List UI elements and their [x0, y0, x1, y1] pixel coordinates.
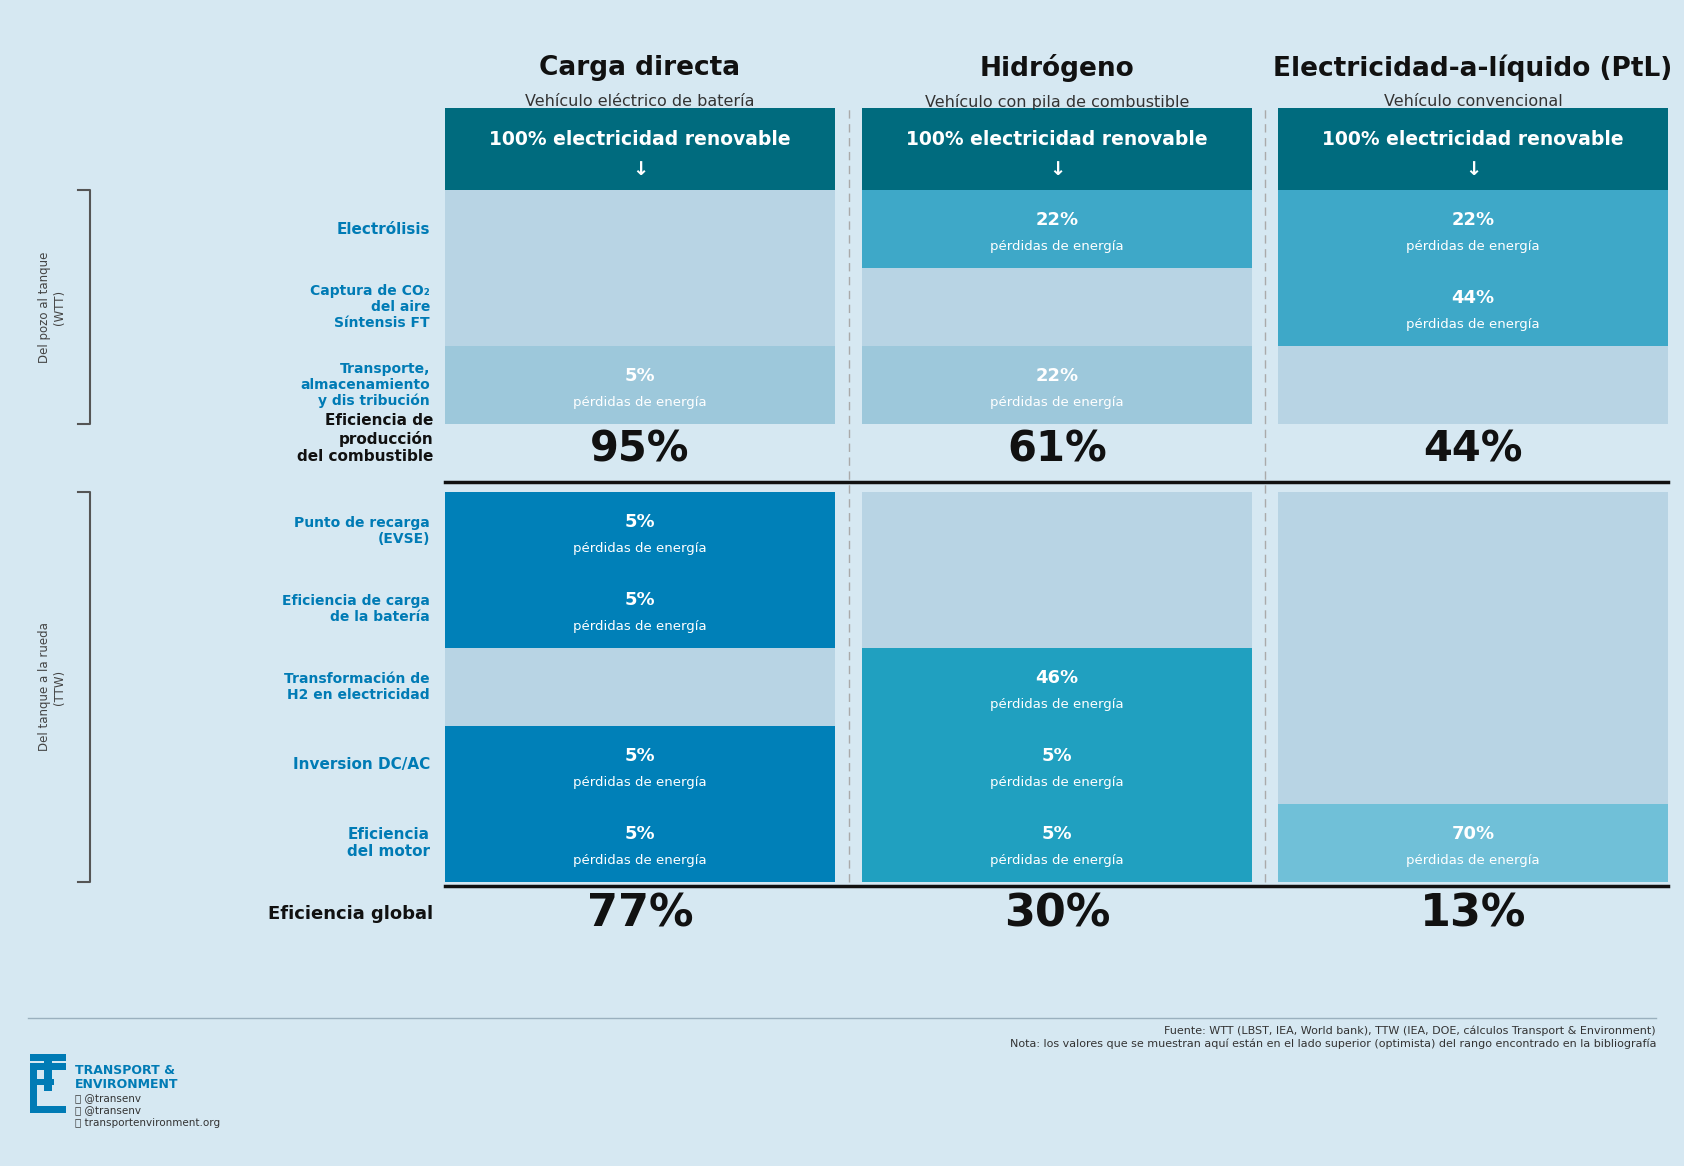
Text: pérdidas de energía: pérdidas de energía — [1406, 854, 1539, 866]
Text: 22%: 22% — [1036, 366, 1078, 385]
Bar — [862, 805, 1251, 881]
Bar — [30, 1063, 66, 1070]
Text: Captura de CO₂
del aire
Síntensis FT: Captura de CO₂ del aire Síntensis FT — [310, 283, 429, 330]
Bar — [862, 346, 1251, 424]
Bar — [30, 1063, 37, 1114]
Text: 5%: 5% — [625, 366, 655, 385]
Bar — [445, 805, 835, 881]
Text: Eficiencia de carga
de la batería: Eficiencia de carga de la batería — [283, 593, 429, 624]
Text: 77%: 77% — [586, 892, 694, 935]
Text: pérdidas de energía: pérdidas de energía — [990, 775, 1123, 788]
Text: pérdidas de energía: pérdidas de energía — [573, 854, 707, 866]
Text: Punto de recarga
(EVSE): Punto de recarga (EVSE) — [295, 515, 429, 546]
Text: TRANSPORT &: TRANSPORT & — [76, 1065, 175, 1077]
Text: 70%: 70% — [1452, 824, 1495, 843]
Text: pérdidas de energía: pérdidas de energía — [573, 775, 707, 788]
Text: ↓: ↓ — [1049, 160, 1066, 180]
Text: pérdidas de energía: pérdidas de energía — [1406, 317, 1539, 331]
Bar — [445, 492, 835, 570]
Text: 100% electricidad renovable: 100% electricidad renovable — [488, 129, 791, 148]
Text: Eficiencia de
producción
del combustible: Eficiencia de producción del combustible — [296, 413, 433, 464]
Bar — [445, 346, 835, 424]
Text: 5%: 5% — [1042, 746, 1073, 765]
Text: 5%: 5% — [625, 824, 655, 843]
Bar — [862, 492, 1251, 881]
Bar — [30, 1054, 66, 1061]
Text: 61%: 61% — [1007, 428, 1106, 470]
Bar — [862, 108, 1251, 190]
Bar — [1278, 190, 1667, 424]
Bar — [862, 190, 1251, 268]
Text: Electrólisis: Electrólisis — [337, 222, 429, 237]
Text: Del tanque a la rueda
(TTW): Del tanque a la rueda (TTW) — [39, 623, 66, 751]
Text: pérdidas de energía: pérdidas de energía — [990, 697, 1123, 710]
Text: Vehículo eléctrico de batería: Vehículo eléctrico de batería — [525, 94, 754, 110]
Bar — [445, 726, 835, 805]
Bar — [44, 1061, 52, 1091]
Text: ⓣ transportenvironment.org: ⓣ transportenvironment.org — [76, 1118, 221, 1128]
Bar — [445, 570, 835, 648]
Bar — [1278, 108, 1667, 190]
Bar — [862, 648, 1251, 726]
Text: Hidrógeno: Hidrógeno — [980, 54, 1135, 82]
Bar — [1278, 805, 1667, 881]
Bar — [445, 190, 835, 424]
Text: 13%: 13% — [1420, 892, 1526, 935]
Text: Eficiencia global: Eficiencia global — [268, 905, 433, 923]
Text: pérdidas de energía: pérdidas de energía — [990, 854, 1123, 866]
Text: 5%: 5% — [625, 591, 655, 609]
Bar — [1278, 268, 1667, 346]
Bar — [445, 108, 835, 190]
Text: 44%: 44% — [1452, 289, 1495, 307]
Bar — [1278, 492, 1667, 881]
Text: 100% electricidad renovable: 100% electricidad renovable — [906, 129, 1207, 148]
Text: 44%: 44% — [1423, 428, 1522, 470]
Text: 🐦 @transenv: 🐦 @transenv — [76, 1094, 141, 1104]
Text: Carga directa: Carga directa — [539, 55, 741, 80]
Text: 100% electricidad renovable: 100% electricidad renovable — [1322, 129, 1623, 148]
Text: pérdidas de energía: pérdidas de energía — [1406, 240, 1539, 253]
Bar — [862, 190, 1251, 424]
Text: pérdidas de energía: pérdidas de energía — [573, 619, 707, 633]
Text: Fuente: WTT (LBST, IEA, World bank), TTW (IEA, DOE, cálculos Transport & Environ: Fuente: WTT (LBST, IEA, World bank), TTW… — [1009, 1026, 1655, 1048]
Text: Vehículo con pila de combustible: Vehículo con pila de combustible — [925, 94, 1189, 110]
Bar — [1278, 190, 1667, 268]
Text: Transporte,
almacenamiento
y dis tribución: Transporte, almacenamiento y dis tribuci… — [300, 361, 429, 408]
Text: 5%: 5% — [625, 746, 655, 765]
Text: 95%: 95% — [591, 428, 690, 470]
Text: 🐦 @transenv: 🐦 @transenv — [76, 1107, 141, 1116]
Text: Del pozo al tanque
(WTT): Del pozo al tanque (WTT) — [39, 252, 66, 363]
Text: pérdidas de energía: pérdidas de energía — [990, 240, 1123, 253]
Bar — [30, 1079, 54, 1086]
Text: ↓: ↓ — [1465, 160, 1482, 180]
Text: Transformación de
H2 en electricidad: Transformación de H2 en electricidad — [285, 672, 429, 702]
Text: ENVIRONMENT: ENVIRONMENT — [76, 1077, 179, 1090]
Text: 46%: 46% — [1036, 668, 1078, 687]
Bar — [445, 492, 835, 881]
Text: 5%: 5% — [625, 513, 655, 531]
Text: ↓: ↓ — [632, 160, 648, 180]
Text: 22%: 22% — [1036, 211, 1078, 229]
Bar — [30, 1107, 66, 1114]
Text: Inversion DC/AC: Inversion DC/AC — [293, 758, 429, 773]
Text: 5%: 5% — [1042, 824, 1073, 843]
Bar — [862, 726, 1251, 805]
Text: Eficiencia
del motor: Eficiencia del motor — [347, 827, 429, 859]
Text: pérdidas de energía: pérdidas de energía — [573, 395, 707, 408]
Text: pérdidas de energía: pérdidas de energía — [573, 542, 707, 555]
Text: Electricidad-a-líquido (PtL): Electricidad-a-líquido (PtL) — [1273, 55, 1672, 82]
Text: Vehículo convencional: Vehículo convencional — [1384, 94, 1563, 110]
Text: 22%: 22% — [1452, 211, 1495, 229]
Text: pérdidas de energía: pérdidas de energía — [990, 395, 1123, 408]
Text: 30%: 30% — [1004, 892, 1110, 935]
